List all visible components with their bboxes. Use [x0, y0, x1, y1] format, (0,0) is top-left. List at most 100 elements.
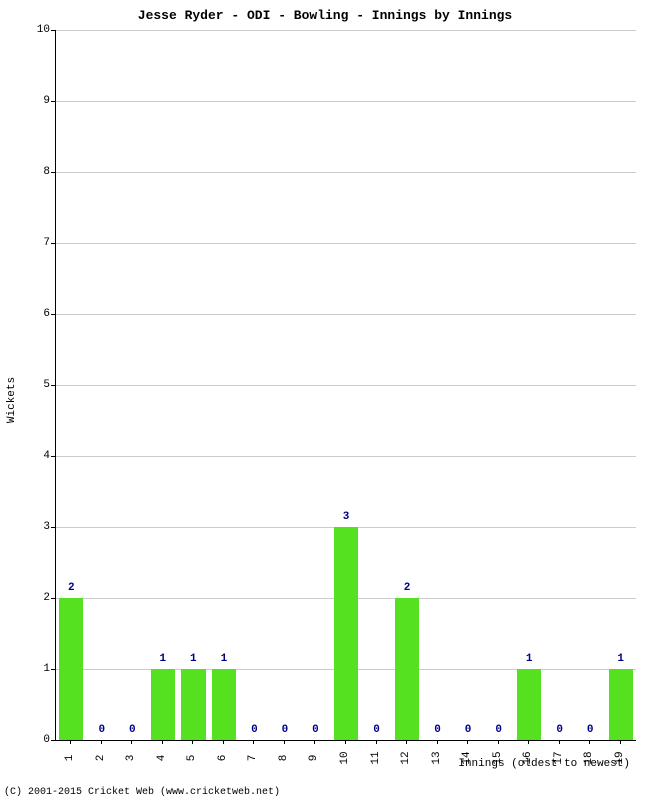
- x-tick-mark: [253, 740, 254, 744]
- y-tick-label: 5: [20, 379, 50, 391]
- bar-value-label: 0: [556, 724, 563, 736]
- bar: [395, 598, 419, 740]
- bar-value-label: 0: [312, 724, 319, 736]
- bar: [334, 527, 358, 740]
- bar-value-label: 1: [221, 653, 228, 665]
- y-tick-label: 1: [20, 663, 50, 675]
- y-tick-mark: [51, 243, 55, 244]
- x-tick-label: 12: [400, 751, 412, 764]
- x-tick-label: 11: [370, 751, 382, 764]
- x-tick-label: 18: [583, 751, 595, 764]
- gridline: [56, 172, 636, 173]
- plot-area: 2 0 0 1 1 1 0 0 0 3 0 2 0 0 0 1 0 0 1: [55, 30, 636, 741]
- bar: [59, 598, 83, 740]
- bar-value-label: 1: [190, 653, 197, 665]
- y-tick-mark: [51, 527, 55, 528]
- y-tick-label: 2: [20, 592, 50, 604]
- x-tick-label: 7: [247, 755, 259, 762]
- x-tick-label: 16: [522, 751, 534, 764]
- bar-value-label: 0: [434, 724, 441, 736]
- y-tick-label: 0: [20, 734, 50, 746]
- y-tick-mark: [51, 314, 55, 315]
- x-tick-label: 5: [186, 755, 198, 762]
- chart-container: Jesse Ryder - ODI - Bowling - Innings by…: [0, 0, 650, 800]
- bar-value-label: 1: [160, 653, 167, 665]
- gridline: [56, 30, 636, 31]
- x-tick-mark: [437, 740, 438, 744]
- y-tick-mark: [51, 598, 55, 599]
- y-axis-label: Wickets: [6, 377, 18, 423]
- bar-value-label: 2: [68, 582, 75, 594]
- x-tick-label: 8: [278, 755, 290, 762]
- y-tick-label: 10: [20, 24, 50, 36]
- bar-value-label: 0: [587, 724, 594, 736]
- bar: [517, 669, 541, 740]
- bar-value-label: 2: [404, 582, 411, 594]
- y-tick-label: 4: [20, 450, 50, 462]
- gridline: [56, 314, 636, 315]
- y-tick-mark: [51, 740, 55, 741]
- bar-value-label: 3: [343, 511, 350, 523]
- bar-value-label: 0: [373, 724, 380, 736]
- x-tick-label: 9: [308, 755, 320, 762]
- bar: [181, 669, 205, 740]
- y-tick-label: 9: [20, 95, 50, 107]
- chart-title: Jesse Ryder - ODI - Bowling - Innings by…: [0, 8, 650, 23]
- bar: [151, 669, 175, 740]
- copyright-text: (C) 2001-2015 Cricket Web (www.cricketwe…: [4, 787, 280, 798]
- bar-value-label: 0: [282, 724, 289, 736]
- x-tick-mark: [314, 740, 315, 744]
- y-tick-mark: [51, 30, 55, 31]
- x-tick-mark: [620, 740, 621, 744]
- x-tick-mark: [589, 740, 590, 744]
- gridline: [56, 243, 636, 244]
- y-tick-label: 7: [20, 237, 50, 249]
- y-tick-mark: [51, 385, 55, 386]
- y-tick-label: 6: [20, 308, 50, 320]
- x-tick-mark: [467, 740, 468, 744]
- x-tick-label: 2: [95, 755, 107, 762]
- x-tick-label: 13: [431, 751, 443, 764]
- x-tick-mark: [131, 740, 132, 744]
- y-tick-mark: [51, 101, 55, 102]
- x-tick-label: 14: [461, 751, 473, 764]
- x-tick-mark: [528, 740, 529, 744]
- x-tick-mark: [70, 740, 71, 744]
- bar-value-label: 1: [526, 653, 533, 665]
- gridline: [56, 456, 636, 457]
- x-tick-mark: [559, 740, 560, 744]
- x-tick-mark: [498, 740, 499, 744]
- x-tick-mark: [192, 740, 193, 744]
- x-tick-label: 4: [156, 755, 168, 762]
- bar-value-label: 0: [251, 724, 258, 736]
- bar-value-label: 0: [465, 724, 472, 736]
- x-tick-mark: [345, 740, 346, 744]
- bar: [212, 669, 236, 740]
- y-tick-label: 8: [20, 166, 50, 178]
- x-tick-label: 15: [492, 751, 504, 764]
- y-tick-mark: [51, 456, 55, 457]
- y-tick-mark: [51, 172, 55, 173]
- x-axis-label: Innings (oldest to newest): [458, 758, 630, 770]
- x-tick-label: 17: [553, 751, 565, 764]
- x-tick-mark: [223, 740, 224, 744]
- bar-value-label: 1: [617, 653, 624, 665]
- x-tick-label: 1: [64, 755, 76, 762]
- x-tick-label: 19: [614, 751, 626, 764]
- bar-value-label: 0: [495, 724, 502, 736]
- y-tick-mark: [51, 669, 55, 670]
- x-tick-mark: [101, 740, 102, 744]
- gridline: [56, 101, 636, 102]
- y-tick-label: 3: [20, 521, 50, 533]
- bar: [609, 669, 633, 740]
- bar-value-label: 0: [129, 724, 136, 736]
- x-tick-mark: [284, 740, 285, 744]
- gridline: [56, 385, 636, 386]
- x-tick-label: 10: [339, 751, 351, 764]
- x-tick-label: 6: [217, 755, 229, 762]
- x-tick-mark: [406, 740, 407, 744]
- x-tick-mark: [376, 740, 377, 744]
- bar-value-label: 0: [98, 724, 105, 736]
- x-tick-mark: [162, 740, 163, 744]
- x-tick-label: 3: [125, 755, 137, 762]
